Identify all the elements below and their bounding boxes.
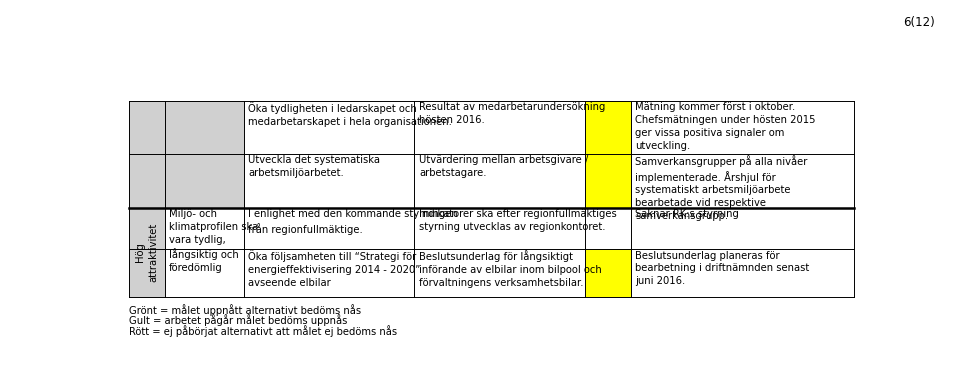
Bar — [165, 101, 244, 207]
Bar — [244, 207, 414, 249]
Text: Öka tydligheten i ledarskapet och
medarbetarskapet i hela organisationen.: Öka tydligheten i ledarskapet och medarb… — [248, 102, 452, 127]
Bar — [585, 249, 631, 297]
Text: Beslutsunderlag för långsiktigt
införande av elbilar inom bilpool och
förvaltnin: Beslutsunderlag för långsiktigt införand… — [419, 251, 601, 288]
Text: I enlighet med den kommande styrningen
från regionfullmäktige.: I enlighet med den kommande styrningen f… — [248, 209, 457, 235]
Bar — [631, 207, 854, 249]
Text: Indikatorer ska efter regionfullmäktiges
styrning utvecklas av regionkontoret.: Indikatorer ska efter regionfullmäktiges… — [419, 209, 617, 232]
Text: Miljö- och
klimatprofilen ska
vara tydlig,
långsiktig och
föredömlig: Miljö- och klimatprofilen ska vara tydli… — [169, 209, 258, 273]
Text: Rött = ej påbörjat alternativt att målet ej bedöms nås: Rött = ej påbörjat alternativt att målet… — [129, 325, 397, 336]
Bar — [631, 101, 854, 154]
Text: Samverkansgrupper på alla nivåer
implementerade. Årshjul för
systematiskt arbets: Samverkansgrupper på alla nivåer impleme… — [636, 155, 807, 221]
Bar — [165, 207, 244, 297]
Bar — [244, 249, 414, 297]
Bar — [414, 249, 585, 297]
Bar — [585, 101, 631, 154]
Text: Öka följsamheten till “Strategi för
energieffektivisering 2014 - 2020”
avseende : Öka följsamheten till “Strategi för ener… — [248, 251, 421, 288]
Bar — [414, 207, 585, 249]
Bar — [631, 154, 854, 207]
Text: Mätning kommer först i oktober.
Chefsmätningen under hösten 2015
ger vissa posit: Mätning kommer först i oktober. Chefsmät… — [636, 102, 816, 151]
Bar — [244, 101, 414, 154]
Text: Utveckla det systematiska
arbetsmiljöarbetet.: Utveckla det systematiska arbetsmiljöarb… — [248, 155, 380, 178]
Text: Beslutsunderlag planeras för
bearbetning i driftnämnden senast
juni 2016.: Beslutsunderlag planeras för bearbetning… — [636, 251, 809, 286]
Bar — [414, 154, 585, 207]
Text: Hög
attraktivitet: Hög attraktivitet — [135, 223, 158, 282]
Text: Gult = arbetet pågår målet bedöms uppnås: Gult = arbetet pågår målet bedöms uppnås — [129, 314, 347, 326]
Bar — [244, 154, 414, 207]
Bar — [585, 207, 631, 249]
Bar — [129, 101, 165, 297]
Text: Utvärdering mellan arbetsgivare /
arbetstagare.: Utvärdering mellan arbetsgivare / arbets… — [419, 155, 588, 178]
Text: Grönt = målet uppnått alternativt bedöms nås: Grönt = målet uppnått alternativt bedöms… — [129, 304, 361, 316]
Text: Saknar RK:s styrning: Saknar RK:s styrning — [636, 209, 739, 219]
Bar — [631, 249, 854, 297]
Bar — [585, 154, 631, 207]
Bar — [414, 101, 585, 154]
Text: 6(12): 6(12) — [903, 16, 935, 28]
Text: Resultat av medarbetarundersökning
hösten 2016.: Resultat av medarbetarundersökning höste… — [419, 102, 605, 125]
